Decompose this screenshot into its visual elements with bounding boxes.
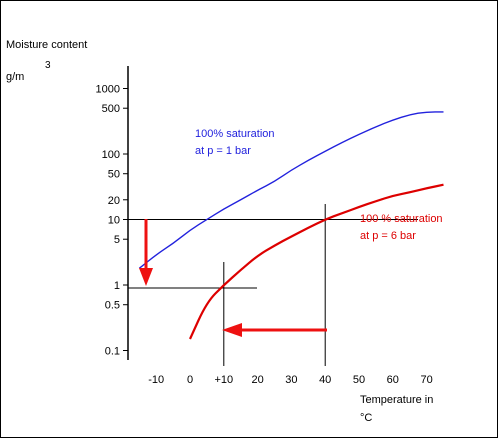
x-tick-label: 20 xyxy=(251,374,263,386)
x-tick-label: +10 xyxy=(214,374,233,386)
x-axis-label-line1: Temperature in xyxy=(360,394,433,406)
x-tick-label: -10 xyxy=(148,374,164,386)
y-tick-label: 500 xyxy=(102,103,120,115)
x-tick-label: 0 xyxy=(187,374,193,386)
series-label-2-line1: 100 % saturation xyxy=(360,213,443,225)
series-label-1-line2: at p = 1 bar xyxy=(195,145,251,157)
x-tick-label: 60 xyxy=(387,374,399,386)
y-tick-label: 5 xyxy=(114,234,120,246)
x-axis-label-line2: °C xyxy=(360,412,372,424)
y-tick-label: 0.1 xyxy=(105,346,120,358)
series-line-2 xyxy=(188,183,444,340)
y-tick-label: 1000 xyxy=(96,84,120,96)
series-layer xyxy=(138,111,444,340)
y-axis-label: Moisture content xyxy=(6,39,87,51)
y-axis-unit-base: g/m xyxy=(6,71,24,83)
y-tick-label: 100 xyxy=(102,149,120,161)
reference-lines xyxy=(128,204,418,366)
x-tick-label: 40 xyxy=(319,374,331,386)
series-label-1-line1: 100% saturation xyxy=(195,128,275,140)
y-tick-label: 1 xyxy=(114,280,120,292)
y-tick-label: 20 xyxy=(108,195,120,207)
y-tick-label: 50 xyxy=(108,169,120,181)
arrows xyxy=(139,219,327,337)
axes: 0.1 0.5 1 5 10 20 50 100 500 1000 -10 0 +10 20 30 40 50 6… xyxy=(96,66,433,386)
x-tick-label: 70 xyxy=(420,374,432,386)
x-tick-label: 50 xyxy=(353,374,365,386)
series-line-1 xyxy=(138,111,444,269)
arrow-left-head xyxy=(222,323,242,337)
y-axis-unit-exponent: 3 xyxy=(45,60,51,71)
series-labels: 100% saturation at p = 1 bar 100 % saturat… xyxy=(195,128,443,242)
y-tick-label: 0.5 xyxy=(105,300,120,312)
y-tick-label: 10 xyxy=(108,215,120,227)
series-label-2-line2: at p = 6 bar xyxy=(360,230,416,242)
y-axis-unit: g/m xyxy=(6,71,24,83)
x-tick-label: 30 xyxy=(285,374,297,386)
arrow-down-head xyxy=(139,268,153,286)
